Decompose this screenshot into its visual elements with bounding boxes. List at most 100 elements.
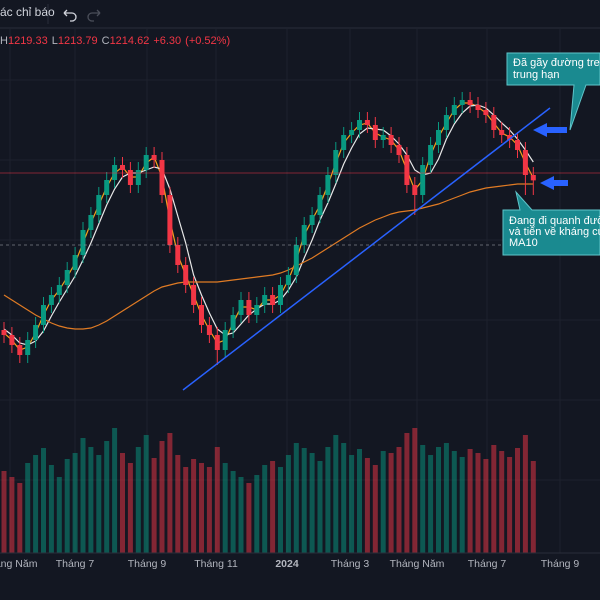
- volume-bar: [214, 447, 220, 553]
- volume-bar: [372, 465, 378, 553]
- time-label: Tháng Năm: [390, 558, 445, 570]
- candle-body: [499, 130, 505, 135]
- volume-bar: [428, 455, 434, 553]
- volume-bar: [341, 443, 347, 553]
- volume-bar: [104, 441, 110, 553]
- time-label: Tháng 9: [128, 558, 167, 570]
- callout-text: MA10: [509, 237, 538, 249]
- candle-body: [396, 145, 402, 155]
- volume-bar: [17, 483, 23, 553]
- volume-bar: [491, 445, 497, 553]
- candle-body: [25, 340, 31, 355]
- candle-body: [1, 330, 7, 335]
- arrow: [540, 176, 568, 190]
- time-label: Tháng Năm: [0, 558, 38, 570]
- callout-text: và tiến về kháng cự: [509, 226, 600, 238]
- candle-body: [515, 140, 520, 150]
- callout-text: Đang đi quanh đường: [509, 215, 600, 227]
- volume-bar: [325, 447, 331, 553]
- candle-body: [167, 195, 173, 245]
- callout: Đã gãy đường trend trung hạn: [506, 52, 600, 131]
- moving-average: [3, 104, 534, 346]
- callout-box: [506, 52, 600, 131]
- legend-change-pct: (+0.52%): [185, 35, 230, 47]
- volume-bar: [9, 477, 15, 553]
- candle-body: [388, 135, 394, 145]
- candle-body: [285, 275, 291, 285]
- candle-body: [467, 100, 473, 105]
- candle-body: [475, 105, 481, 110]
- candle-body: [246, 300, 252, 315]
- volume-bar: [159, 441, 165, 553]
- legend-change: +6.30: [153, 35, 181, 47]
- candle-body: [80, 230, 86, 255]
- candle-body: [230, 315, 236, 330]
- callout-box: [502, 190, 600, 256]
- candle-body: [56, 285, 62, 295]
- volume-bar: [191, 459, 197, 553]
- indicators-button[interactable]: ác chỉ báo: [0, 5, 55, 19]
- candle-body: [349, 130, 355, 135]
- candle-body: [120, 165, 125, 170]
- candle-body: [143, 155, 149, 170]
- volume-bar: [515, 448, 520, 553]
- volume-bar: [412, 428, 418, 553]
- candle-body: [459, 100, 465, 105]
- candle-body: [254, 305, 260, 315]
- undo-icon[interactable]: [63, 9, 77, 22]
- volume-bar: [88, 447, 94, 553]
- volume-bar: [396, 447, 402, 553]
- ohlc-legend: H1219.33 L1213.79 C1214.62 +6.30 (+0.52%): [0, 35, 230, 47]
- volume-bar: [459, 457, 465, 553]
- volume-bar: [96, 455, 102, 553]
- toolbar: ác chỉ báo: [0, 0, 600, 29]
- volume-bar: [80, 438, 86, 553]
- candle-body: [507, 135, 513, 140]
- candle-body: [380, 135, 386, 140]
- volume-bar: [238, 477, 244, 553]
- candle-body: [48, 295, 54, 305]
- candle-body: [183, 265, 189, 285]
- candle-body: [451, 105, 457, 115]
- candle-body: [199, 305, 204, 325]
- time-label: 2024: [275, 558, 299, 570]
- volume-bar: [388, 453, 394, 553]
- candle-body: [222, 330, 228, 350]
- arrow: [533, 123, 567, 137]
- legend-key: H: [0, 35, 8, 47]
- candle-body: [17, 345, 23, 355]
- callout: Đang đi quanh đường và tiến về kháng cự …: [502, 190, 600, 256]
- volume-bar: [72, 453, 78, 553]
- volume-bar: [404, 433, 410, 553]
- volume-bar: [483, 459, 489, 553]
- volume-bar: [175, 455, 181, 553]
- callout-text: trung hạn: [513, 69, 559, 81]
- candle-body: [317, 195, 323, 215]
- volume-bar: [309, 453, 315, 553]
- callout-text: Đã gãy đường trend: [513, 57, 600, 69]
- candle-body: [64, 270, 70, 285]
- candle-body: [127, 170, 133, 185]
- toolbar-bg: [0, 0, 600, 28]
- volume-bar: [364, 458, 370, 553]
- candle-body: [325, 175, 331, 195]
- candle-body: [96, 195, 102, 215]
- candle-body: [262, 295, 268, 305]
- candle-body: [72, 255, 78, 270]
- legend-value: 1219.33: [8, 35, 48, 47]
- candle-body: [522, 150, 528, 175]
- candle-body: [191, 285, 197, 305]
- redo-icon[interactable]: [87, 9, 101, 22]
- candle-body: [309, 215, 315, 225]
- candle-body: [104, 180, 110, 195]
- volume-bar: [33, 455, 39, 553]
- time-axis: Tháng Năm Tháng 7 Tháng 9 Tháng 11 2024 Tháng…: [0, 558, 579, 570]
- candle-body: [428, 145, 434, 165]
- candle-body: [483, 110, 489, 115]
- candle-body: [420, 165, 426, 195]
- volume-bar: [127, 463, 133, 553]
- candle-body: [238, 300, 244, 315]
- candle-body: [293, 245, 299, 275]
- candle-body: [301, 225, 307, 245]
- volume-bar: [199, 463, 204, 553]
